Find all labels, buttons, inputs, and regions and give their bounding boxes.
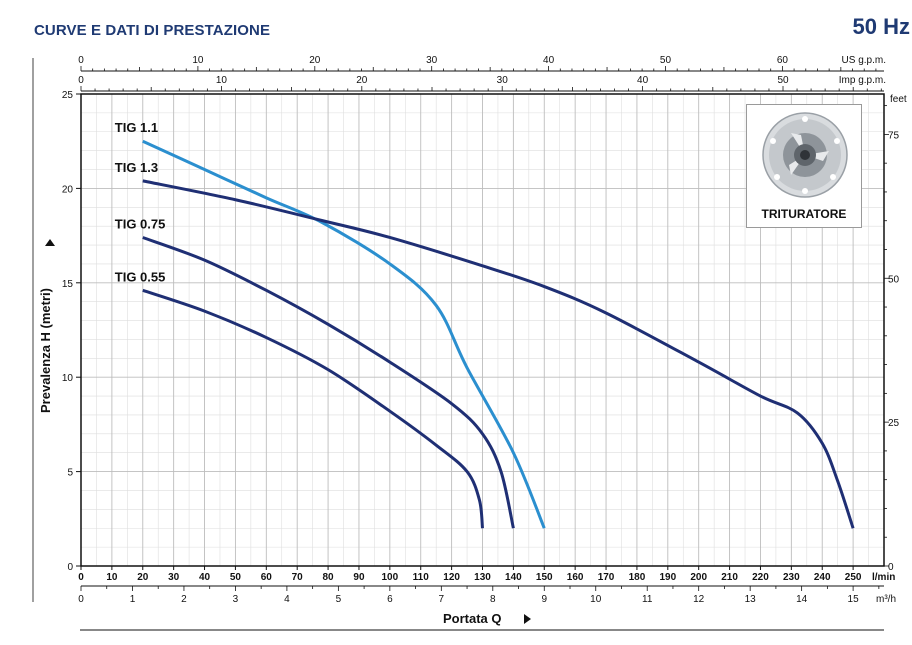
m3h-tick-label: 9 [541, 594, 547, 605]
macerator-impeller-icon [762, 112, 848, 198]
series-labels: TIG 1.1 TIG 1.3 TIG 0.75 TIG 0.55 [115, 120, 166, 284]
us-gpm-tick-label: 50 [660, 55, 672, 66]
y-tick-label: 0 [67, 562, 73, 573]
y-axis-arrow-icon [45, 239, 55, 246]
m3h-tick-label: 8 [490, 594, 496, 605]
x-tick-label: 160 [567, 572, 584, 583]
series-line-tig-1-3 [142, 179, 855, 529]
x-tick-label: 240 [814, 572, 831, 583]
frequency-label: 50 Hz [852, 14, 910, 39]
series-line-tig-0-75 [142, 236, 515, 529]
x-tick-label: 40 [199, 572, 211, 583]
x-tick-label: 10 [106, 572, 118, 583]
imp-gpm-tick-label: 0 [78, 75, 84, 86]
imp-gpm-tick-label: 40 [637, 75, 649, 86]
m3h-tick-label: 15 [848, 594, 860, 605]
trituratore-inset: TRITURATORE [746, 104, 862, 228]
x-tick-label: 200 [690, 572, 707, 583]
x-tick-label: 250 [845, 572, 862, 583]
imp-gpm-tick-label: 20 [356, 75, 368, 86]
left-axis: 0 5 10 15 20 25 [62, 90, 81, 573]
series-lines [142, 139, 855, 529]
series-label-tig-0-55: TIG 0.55 [115, 269, 166, 284]
us-gpm-tick-label: 10 [192, 55, 204, 66]
x-unit-label: l/min [872, 572, 895, 583]
series-line-tig-1-1 [142, 139, 546, 529]
us-gpm-tick-label: 40 [543, 55, 555, 66]
feet-tick-label: 0 [888, 562, 894, 573]
feet-tick-label: 50 [888, 274, 900, 285]
bottom-axes: 0 10 20 30 40 50 60 70 80 90 100 110 120 130 140 150 160… [78, 566, 896, 605]
x-tick-label: 20 [137, 572, 149, 583]
x-tick-label: 130 [474, 572, 491, 583]
m3h-tick-label: 14 [796, 594, 808, 605]
x-tick-label: 230 [783, 572, 800, 583]
x-tick-label: 150 [536, 572, 553, 583]
x-tick-label: 30 [168, 572, 180, 583]
x-tick-label: 210 [721, 572, 738, 583]
x-tick-label: 100 [382, 572, 399, 583]
m3h-tick-label: 3 [233, 594, 239, 605]
series-label-tig-1-1: TIG 1.1 [115, 120, 158, 135]
y-tick-label: 25 [62, 90, 74, 101]
series-label-tig-0-75: TIG 0.75 [115, 216, 166, 231]
x-tick-label: 80 [323, 572, 335, 583]
m3h-tick-label: 1 [130, 594, 136, 605]
us-gpm-tick-label: 30 [426, 55, 438, 66]
y-tick-label: 20 [62, 184, 74, 195]
x-tick-label: 110 [413, 572, 430, 583]
us-gpm-tick-label: 0 [78, 55, 84, 66]
m3h-tick-label: 5 [336, 594, 342, 605]
feet-tick-label: 25 [888, 418, 900, 429]
x-tick-label: 170 [598, 572, 615, 583]
x-tick-label: 190 [659, 572, 676, 583]
m3h-tick-label: 7 [439, 594, 445, 605]
x-tick-label: 180 [629, 572, 646, 583]
feet-unit-label: feet [890, 94, 907, 105]
x-axis-title: Portata Q [443, 611, 502, 626]
feet-tick-label: 75 [888, 130, 900, 141]
top-axes: 0 10 20 30 40 50 60 US g.p.m. 0 10 20 30 40 50 Imp g.p… [78, 55, 886, 92]
us-gpm-unit-label: US g.p.m. [842, 55, 886, 66]
m3h-tick-label: 0 [78, 594, 84, 605]
y-tick-label: 15 [62, 279, 74, 290]
x-tick-label: 60 [261, 572, 273, 583]
y-tick-label: 5 [67, 468, 73, 479]
x-axis-arrow-icon [524, 614, 531, 624]
imp-gpm-tick-label: 50 [777, 75, 789, 86]
m3h-tick-label: 11 [642, 594, 653, 605]
m3h-tick-label: 10 [590, 594, 602, 605]
x-tick-label: 90 [353, 572, 365, 583]
imp-gpm-tick-label: 10 [216, 75, 228, 86]
x-tick-label: 140 [505, 572, 522, 583]
imp-gpm-unit-label: Imp g.p.m. [839, 75, 886, 86]
x-tick-label: 120 [443, 572, 460, 583]
m3h-tick-label: 6 [387, 594, 393, 605]
us-gpm-tick-label: 20 [309, 55, 321, 66]
m3h-tick-label: 2 [181, 594, 187, 605]
m3h-tick-label: 12 [693, 594, 705, 605]
chart-header-title: CURVE E DATI DI PRESTAZIONE [34, 22, 271, 39]
x-tick-label: 50 [230, 572, 242, 583]
series-line-tig-0-55 [142, 288, 484, 529]
y-tick-label: 10 [62, 373, 74, 384]
x-tick-label: 0 [78, 572, 84, 583]
y-axis-title: Prevalenza H (metri) [38, 288, 53, 413]
m3h-tick-label: 13 [745, 594, 757, 605]
m3h-tick-label: 4 [284, 594, 290, 605]
series-label-tig-1-3: TIG 1.3 [115, 160, 158, 175]
right-axis: 0 25 50 75 feet [884, 94, 907, 573]
m3h-unit-label: m³/h [876, 594, 896, 605]
imp-gpm-tick-label: 30 [497, 75, 509, 86]
us-gpm-tick-label: 60 [777, 55, 789, 66]
x-tick-label: 70 [292, 572, 304, 583]
trituratore-label: TRITURATORE [761, 207, 847, 221]
x-tick-label: 220 [752, 572, 769, 583]
